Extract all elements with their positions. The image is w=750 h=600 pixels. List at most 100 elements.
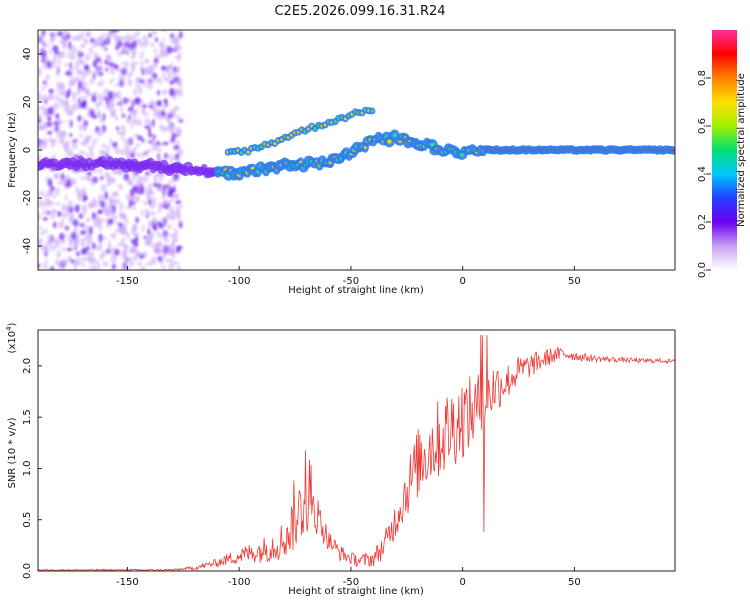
noise-point	[38, 119, 41, 123]
snr-y-tick-label: 2.0	[22, 358, 33, 374]
snr-frame	[37, 329, 676, 572]
noise-point	[53, 221, 57, 228]
noise-point	[75, 257, 82, 266]
noise-point	[130, 122, 134, 130]
noise-point	[130, 245, 137, 252]
noise-point	[54, 174, 58, 179]
noise-point	[42, 217, 49, 221]
snr-scale-label: (x104)	[5, 322, 18, 353]
noise-point	[104, 218, 107, 221]
noise-point	[98, 233, 103, 243]
noise-point	[48, 88, 54, 94]
noise-point	[56, 250, 61, 259]
noise-point	[142, 201, 148, 205]
noise-point	[151, 256, 157, 265]
noise-point	[97, 81, 104, 87]
noise-point	[68, 212, 75, 221]
noise-point	[78, 213, 84, 219]
noise-point	[54, 259, 61, 266]
noise-point	[135, 216, 140, 224]
noise-point	[47, 107, 54, 116]
noise-point	[107, 218, 114, 225]
noise-point	[92, 60, 98, 68]
noise-point	[98, 241, 103, 250]
noise-point	[57, 85, 61, 93]
noise-point	[134, 61, 140, 65]
noise-point	[79, 60, 87, 66]
noise-point	[169, 140, 176, 144]
noise-point	[148, 199, 152, 206]
noise-point	[176, 127, 182, 135]
noise-point	[121, 250, 127, 259]
noise-point	[126, 72, 132, 79]
noise-point	[135, 251, 143, 257]
noise-point	[71, 104, 76, 110]
noise-point	[96, 262, 101, 270]
noise-point	[48, 48, 52, 55]
noise-point	[91, 91, 98, 96]
noise-point	[63, 233, 67, 240]
noise-point	[116, 90, 122, 99]
noise-point	[157, 256, 163, 262]
noise-point	[144, 262, 152, 266]
spectrogram-y-label: Frequency (Hz)	[7, 112, 18, 188]
noise-point	[67, 200, 73, 206]
noise-point	[137, 261, 143, 266]
noise-point	[75, 37, 80, 42]
ridge-upper-core	[246, 150, 250, 154]
noise-point	[168, 180, 172, 184]
noise-point	[109, 80, 113, 84]
noise-point	[96, 130, 102, 136]
noise-point	[157, 250, 164, 254]
noise-point	[46, 210, 50, 216]
noise-point	[81, 116, 85, 122]
noise-point	[162, 188, 165, 197]
noise-point	[59, 232, 65, 241]
noise-point	[166, 65, 170, 69]
noise-point	[152, 134, 156, 140]
noise-point	[131, 201, 135, 206]
noise-point	[169, 72, 173, 77]
noise-point	[62, 40, 66, 49]
noise-point	[154, 248, 158, 253]
noise-point	[116, 130, 123, 135]
noise-point	[161, 72, 165, 79]
colorbar-tick-label: 0.4	[697, 166, 708, 182]
noise-point	[97, 209, 102, 214]
noise-point	[157, 89, 160, 96]
noise-point	[132, 223, 138, 230]
colorbar-bar	[712, 30, 737, 270]
noise-point	[178, 204, 184, 209]
noise-point	[57, 60, 62, 66]
colorbar-tick-label: 0.0	[697, 262, 708, 278]
noise-point	[132, 146, 138, 151]
noise-point	[92, 267, 97, 270]
noise-point	[127, 115, 132, 120]
noise-point	[109, 66, 113, 70]
noise-point	[148, 127, 152, 135]
noise-point	[91, 200, 99, 208]
noise-point	[83, 236, 87, 242]
noise-point	[84, 89, 90, 94]
noise-point	[89, 263, 92, 270]
noise-point	[169, 258, 173, 264]
noise-point	[59, 83, 64, 89]
noise-point	[141, 138, 145, 143]
noise-point	[65, 204, 72, 213]
noise-point	[100, 203, 105, 208]
noise-point	[74, 242, 80, 248]
noise-point	[88, 251, 95, 257]
noise-point	[61, 203, 65, 210]
noise-point	[85, 32, 92, 37]
noise-point	[46, 121, 53, 127]
noise-point	[171, 132, 175, 139]
noise-point	[43, 79, 48, 88]
noise-point	[120, 213, 126, 220]
noise-point	[64, 106, 69, 112]
noise-point	[144, 125, 150, 129]
noise-point	[111, 211, 115, 220]
noise-point	[174, 133, 179, 137]
noise-point	[125, 193, 129, 201]
noise-point	[108, 240, 111, 249]
noise-point	[131, 99, 135, 108]
